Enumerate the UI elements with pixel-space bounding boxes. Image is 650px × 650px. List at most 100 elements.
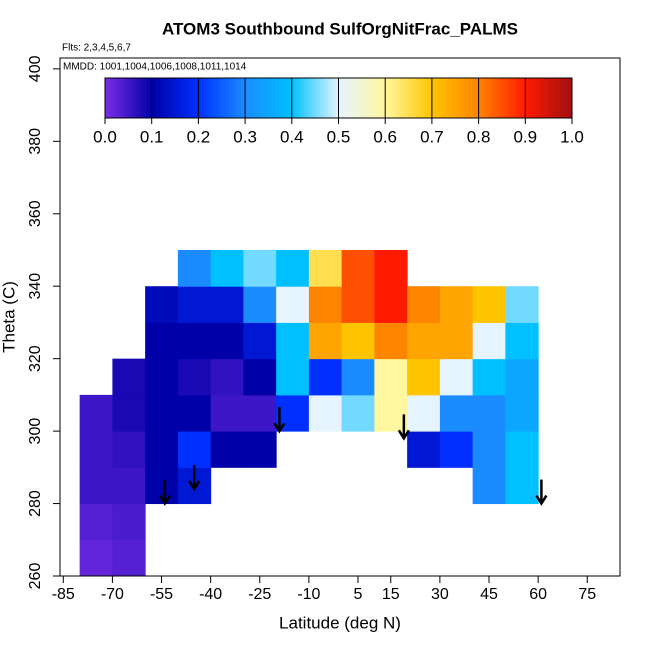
heat-cell [472,394,506,432]
colorbar-segment [291,78,339,118]
heat-cell [505,358,539,396]
heat-cell [79,431,113,468]
annotation: MMDD: 1001,1004,1006,1008,1011,1014 [63,62,247,73]
y-tick-label: 400 [27,55,44,82]
heat-cell [145,431,179,468]
heat-cell [276,358,310,396]
heat-cell [177,394,212,432]
heat-cell [210,394,244,432]
heat-cell [341,358,375,396]
heat-cell [439,358,474,396]
heat-cell [472,286,506,323]
heat-cell [79,467,113,505]
heat-cell [505,431,539,468]
arrow-head [535,494,548,506]
arrow-head [273,422,286,434]
colorbar-tick-label: 0.5 [327,127,351,146]
y-tick-label: 280 [27,490,44,517]
heat-cell [276,286,310,323]
x-tick-label: 60 [529,586,547,603]
arrow [535,479,548,506]
colorbar-tick-label: 0.7 [420,127,444,146]
heat-cell [374,249,408,287]
heat-cell [243,286,277,323]
heat-cell [505,467,539,505]
x-tick-label: 75 [578,586,596,603]
heat-cell [243,322,277,360]
heat-cell [276,322,310,360]
x-tick-label: -55 [150,586,173,603]
x-tick-label: 30 [431,586,449,603]
colorbar-segment [385,78,433,118]
plot-frame [59,57,621,577]
heat-cell [439,322,474,360]
colorbar-tick-label: 0.1 [140,127,164,146]
colorbar-segment [431,78,480,118]
colorbar-segment [478,78,526,118]
heat-cell [374,322,408,360]
heat-cell [407,286,441,323]
x-tick-label: 45 [480,586,498,603]
heat-cell [472,431,506,468]
y-tick-label: 320 [27,345,44,372]
heat-cell [308,394,343,432]
heat-cell [505,322,539,360]
colorbar-tick-label: 0.0 [93,127,117,146]
x-tick-label: -40 [199,586,222,603]
heat-cell [210,249,244,287]
y-axis-label: Theta (C) [0,281,18,353]
colorbar-segment [198,78,246,118]
chart-title: ATOM3 Southbound SulfOrgNitFrac_PALMS [162,19,518,38]
y-tick-label: 360 [27,200,44,227]
heat-cell [407,394,441,432]
heat-cell [308,322,343,360]
heat-cell [505,286,539,323]
heat-cell [177,431,212,468]
arrow-head [158,494,171,506]
heat-cell [112,467,146,505]
x-tick-label: -70 [101,586,124,603]
heat-cell [112,431,146,468]
heat-cell [112,539,146,577]
heat-cell [407,358,441,396]
colorbar-segment [245,78,293,118]
heat-cell [407,431,441,468]
colorbar-tick-label: 0.6 [373,127,397,146]
heat-cell [177,322,212,360]
heat-cell [472,322,506,360]
colorbar-segment [338,78,386,118]
heat-cell [210,358,244,396]
colorbar-tick-label: 1.0 [560,127,584,146]
heat-cell [243,431,277,468]
x-tick-label: 5 [354,586,363,603]
colorbar-segment [525,78,573,118]
x-tick-label: -10 [297,586,320,603]
annotation: Flts: 2,3,4,5,6,7 [62,43,131,54]
heat-cell [243,394,277,432]
heat-cell [79,539,113,577]
heat-cell [341,394,375,432]
colorbar-tick-label: 0.9 [513,127,537,146]
heat-cell [341,249,375,287]
heat-cell [177,358,212,396]
arrow-head [188,480,201,492]
heat-cell [145,286,179,323]
x-axis-label: Latitude (deg N) [279,613,401,632]
heat-cell [112,358,146,396]
heat-cell [210,431,244,468]
colorbar-segment [105,78,153,118]
heat-cell [374,358,408,396]
y-tick-label: 340 [27,273,44,300]
heat-cell [79,394,113,432]
heat-cell [374,394,408,432]
heat-cell [145,322,179,360]
heat-cell [177,286,212,323]
heat-cell [439,394,474,432]
heat-cell [308,249,343,287]
heat-cell [439,431,474,468]
heat-cell [341,322,375,360]
heat-cell [439,286,474,323]
x-tick-label: -85 [52,586,75,603]
heat-cell [308,358,343,396]
